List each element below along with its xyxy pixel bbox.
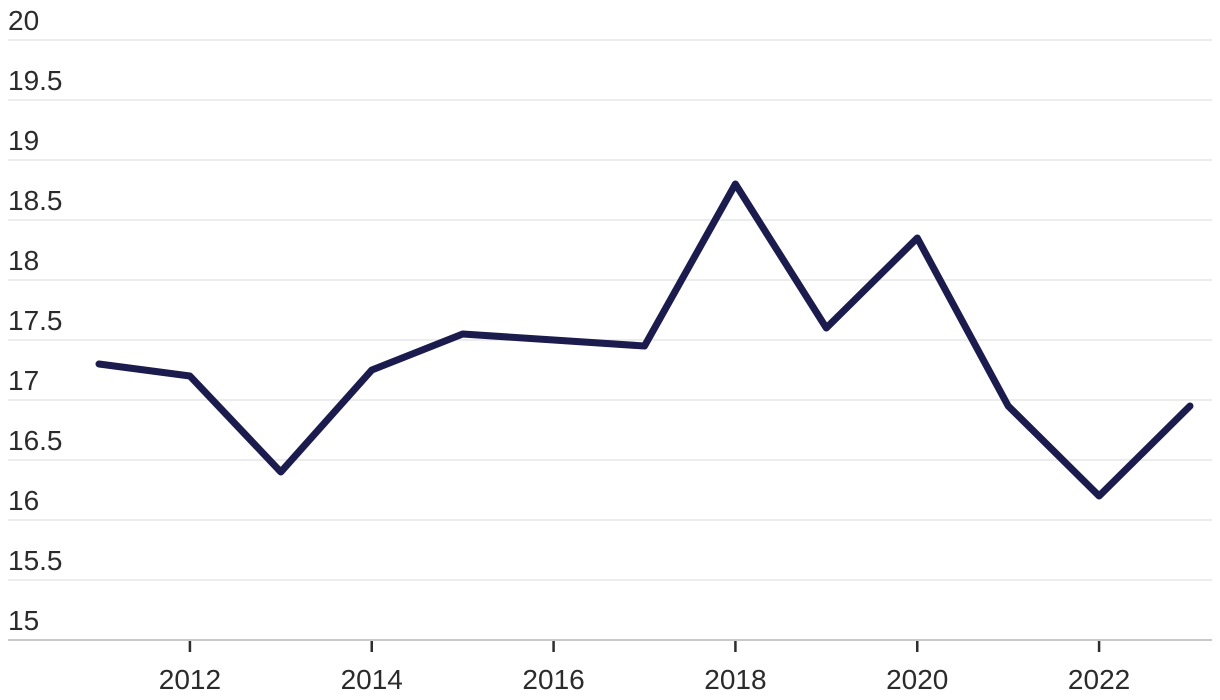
x-axis-label: 2012 xyxy=(159,664,221,695)
y-axis-label: 15.5 xyxy=(8,545,63,576)
x-axis-label: 2016 xyxy=(522,664,584,695)
y-axis-label: 17 xyxy=(8,365,39,396)
y-axis-label: 16 xyxy=(8,485,39,516)
y-axis-label: 19 xyxy=(8,125,39,156)
y-axis-label: 18 xyxy=(8,245,39,276)
y-axis-label: 17.5 xyxy=(8,305,63,336)
x-axis-label: 2014 xyxy=(341,664,403,695)
y-axis-label: 15 xyxy=(8,605,39,636)
y-axis-label: 18.5 xyxy=(8,185,63,216)
data-line-series xyxy=(95,180,1194,500)
y-axis-label: 20 xyxy=(8,5,39,36)
x-axis-label: 2018 xyxy=(704,664,766,695)
x-axis-label: 2020 xyxy=(886,664,948,695)
y-axis-label: 16.5 xyxy=(8,425,63,456)
y-axis-label: 19.5 xyxy=(8,65,63,96)
x-axis-label: 2022 xyxy=(1068,664,1130,695)
